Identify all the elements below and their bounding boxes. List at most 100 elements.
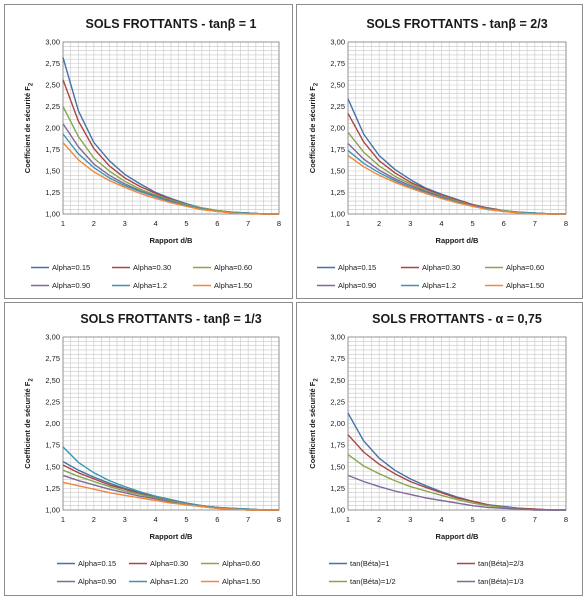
- legend-item: Alpha=0.90: [317, 281, 376, 290]
- y-tick-label: 2,50: [45, 376, 60, 385]
- y-tick-label: 1,00: [330, 506, 345, 515]
- x-tick-label: 1: [346, 515, 350, 524]
- legend-label: Alpha=1.50: [222, 577, 260, 586]
- y-tick-label: 1,50: [330, 167, 345, 176]
- legend-label: Alpha=1.50: [506, 281, 544, 290]
- legend-item: Alpha=0.60: [485, 263, 544, 272]
- x-tick-label: 1: [61, 219, 65, 228]
- series-line-6: [62, 481, 279, 511]
- chart-panel-tanb-1: SOLS FROTTANTS - tanβ = 1 1,00 1,25 1,50 1,7…: [4, 4, 293, 299]
- chart-svg: SOLS FROTTANTS - tanβ = 2/3 1,00 1,25 1,50 1…: [308, 17, 568, 290]
- y-tick-label: 2,50: [330, 376, 345, 385]
- legend-label: Alpha=0.60: [214, 263, 252, 272]
- y-tick-label: 2,50: [45, 81, 60, 90]
- x-tick-label: 5: [470, 219, 474, 228]
- x-tick-label: 6: [215, 515, 219, 524]
- x-tick-label: 4: [439, 515, 443, 524]
- chart-svg: SOLS FROTTANTS - tanβ = 1 1,00 1,25 1,50 1,7…: [23, 17, 281, 290]
- y-tick-label: 1,50: [45, 167, 60, 176]
- y-tick-label: 1,50: [45, 462, 60, 471]
- legend-item: Alpha=0.90: [57, 577, 116, 586]
- y-tick-label: 3,00: [330, 333, 345, 342]
- legend-item: Alpha=1.50: [193, 281, 252, 290]
- legend-item: Alpha=0.30: [401, 263, 460, 272]
- y-tick-label: 2,75: [330, 354, 345, 363]
- y-tick-label: 3,00: [45, 333, 60, 342]
- x-tick-label: 3: [408, 219, 412, 228]
- legend-label: Alpha=0.60: [222, 559, 260, 568]
- y-tick-label: 1,75: [330, 441, 345, 450]
- y-axis-label: Coefficient de sécurité F2: [23, 82, 35, 173]
- x-tick-label: 4: [439, 219, 443, 228]
- x-tick-label: 3: [123, 219, 127, 228]
- series-line-6: [347, 154, 566, 215]
- grid: [62, 41, 280, 215]
- y-tick-label: 2,75: [45, 59, 60, 68]
- legend-label: Alpha=0.30: [150, 559, 188, 568]
- x-tick-label: 1: [61, 515, 65, 524]
- series-line-2: [347, 434, 566, 511]
- y-axis-label: Coefficient de sécurité F2: [308, 82, 320, 173]
- x-axis-label: Rapport d/B: [150, 236, 193, 245]
- legend-label: Alpha=1.2: [422, 281, 456, 290]
- x-tick-label: 2: [92, 219, 96, 228]
- y-tick-label: 1,75: [45, 145, 60, 154]
- x-tick-label: 7: [246, 515, 250, 524]
- x-tick-label: 6: [215, 219, 219, 228]
- legend-item: tan(Béta)=1: [329, 559, 389, 568]
- plot-area: [62, 336, 280, 511]
- x-tick-label: 6: [502, 219, 506, 228]
- plot-area: [347, 336, 567, 511]
- x-tick-label: 5: [470, 515, 474, 524]
- y-tick-label: 2,25: [330, 397, 345, 406]
- series-line-5: [62, 133, 279, 215]
- y-tick-label: 1,00: [45, 210, 60, 219]
- legend-item: Alpha=0.15: [57, 559, 116, 568]
- legend-item: Alpha=0.90: [31, 281, 90, 290]
- x-tick-label: 8: [564, 515, 568, 524]
- y-tick-label: 2,75: [330, 59, 345, 68]
- y-tick-label: 3,00: [330, 38, 345, 47]
- legend-item: Alpha=1.2: [112, 281, 167, 290]
- legend-label: Alpha=0.15: [338, 263, 376, 272]
- chart-panel-tanb-2-3: SOLS FROTTANTS - tanβ = 2/3 1,00 1,25 1,50 1…: [296, 4, 583, 299]
- y-axis-label: Coefficient de sécurité F2: [23, 378, 35, 469]
- y-tick-label: 1,75: [330, 145, 345, 154]
- y-axis-label: Coefficient de sécurité F2: [308, 378, 320, 469]
- legend-item: tan(Béta)=1/3: [457, 577, 524, 586]
- x-tick-label: 6: [502, 515, 506, 524]
- x-tick-label: 2: [377, 515, 381, 524]
- x-tick-label: 7: [533, 219, 537, 228]
- legend-item: Alpha=1.50: [485, 281, 544, 290]
- legend-label: Alpha=0.90: [338, 281, 376, 290]
- legend-label: tan(Béta)=1/2: [350, 577, 396, 586]
- plot-area: [62, 41, 280, 215]
- legend-label: tan(Béta)=2/3: [478, 559, 524, 568]
- legend-item: Alpha=1.2: [401, 281, 456, 290]
- y-tick-label: 3,00: [45, 38, 60, 47]
- grid: [347, 336, 567, 511]
- legend-item: Alpha=1.20: [129, 577, 188, 586]
- legend-label: Alpha=1.2: [133, 281, 167, 290]
- chart-svg: SOLS FROTTANTS - α = 0,75 1,00 1,25 1,50 1,7…: [308, 312, 568, 586]
- series-line-6: [62, 142, 279, 215]
- x-tick-label: 2: [92, 515, 96, 524]
- x-tick-label: 8: [277, 219, 281, 228]
- legend-item: tan(Béta)=2/3: [457, 559, 524, 568]
- x-tick-label: 3: [408, 515, 412, 524]
- legend-label: Alpha=1.50: [214, 281, 252, 290]
- chart-title: SOLS FROTTANTS - tanβ = 2/3: [366, 17, 547, 31]
- chart-panel-alpha-075: SOLS FROTTANTS - α = 0,75 1,00 1,25 1,50 1,7…: [296, 302, 583, 596]
- x-tick-label: 4: [153, 219, 157, 228]
- x-tick-label: 8: [564, 219, 568, 228]
- x-tick-label: 3: [123, 515, 127, 524]
- x-tick-label: 1: [346, 219, 350, 228]
- y-tick-label: 1,75: [45, 441, 60, 450]
- legend-label: Alpha=0.30: [422, 263, 460, 272]
- legend-item: Alpha=0.60: [201, 559, 260, 568]
- y-tick-label: 1,25: [330, 484, 345, 493]
- y-tick-label: 2,75: [45, 354, 60, 363]
- legend-label: Alpha=0.15: [78, 559, 116, 568]
- y-tick-label: 2,00: [45, 419, 60, 428]
- legend-item: Alpha=0.60: [193, 263, 252, 272]
